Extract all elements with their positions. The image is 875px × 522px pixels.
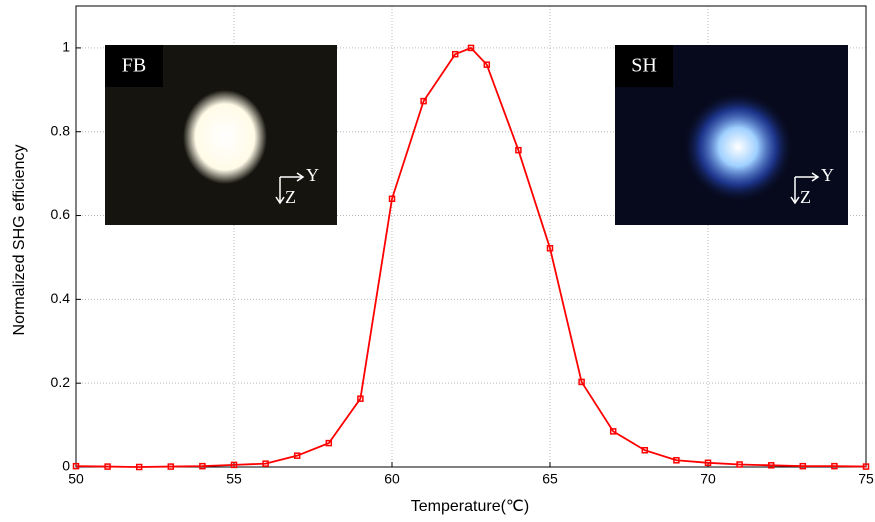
data-point [451,50,459,58]
axis-arrow-label: Y [306,165,319,185]
y-tick-label: 0.8 [51,122,71,138]
data-point [293,452,301,459]
axis-arrow-label: Y [821,165,834,185]
data-line [75,46,867,468]
data-point [641,446,649,454]
data-point [546,244,554,252]
inset-label-box [615,45,673,87]
data-point [388,195,396,203]
y-axis-label: Normalized SHG efficiency [11,145,28,336]
data-point [104,463,111,470]
x-tick-label: 75 [858,471,874,487]
data-point [515,146,522,154]
data-point [736,461,743,468]
data-point [609,428,617,435]
x-axis-label: Temperature(℃) [411,498,529,515]
data-point [325,439,333,447]
data-point [230,461,238,469]
y-tick-label: 0.6 [51,206,71,222]
data-point [483,61,491,68]
x-tick-label: 50 [68,471,84,487]
x-tick-label: 55 [226,471,242,487]
axis-arrow-label: Z [285,187,296,207]
x-tick-label: 65 [542,471,558,487]
data-point [799,462,807,470]
axis-arrow-label: Z [800,187,811,207]
y-tick-label: 0.2 [51,374,71,390]
data-point [135,463,143,471]
data-point [467,44,475,52]
inset-label-box [105,45,163,87]
data-point [767,462,775,469]
data-point [704,459,712,467]
y-tick-label: 0 [62,458,70,474]
data-point [72,462,80,470]
y-tick-label: 0.4 [51,290,71,306]
x-tick-label: 60 [384,471,400,487]
data-point [673,457,680,464]
inset-image: SH YZ [615,45,848,225]
data-point [862,463,870,470]
inset-image: FB YZ [105,45,337,225]
inset-spot [683,92,793,202]
data-point [199,462,206,470]
axis-arrow [275,172,305,205]
inset-label: SH [631,55,657,77]
data-point [262,460,269,467]
x-tick-label: 70 [700,471,716,487]
inset-spot [183,90,267,184]
data-point [167,463,175,470]
inset-label: FB [122,55,146,77]
data-point [420,97,427,105]
plot-frame [75,5,867,468]
data-point [831,462,838,470]
axis-arrow [790,172,820,205]
data-point [357,395,364,402]
data-point [578,378,585,386]
y-tick-label: 1 [62,39,70,55]
